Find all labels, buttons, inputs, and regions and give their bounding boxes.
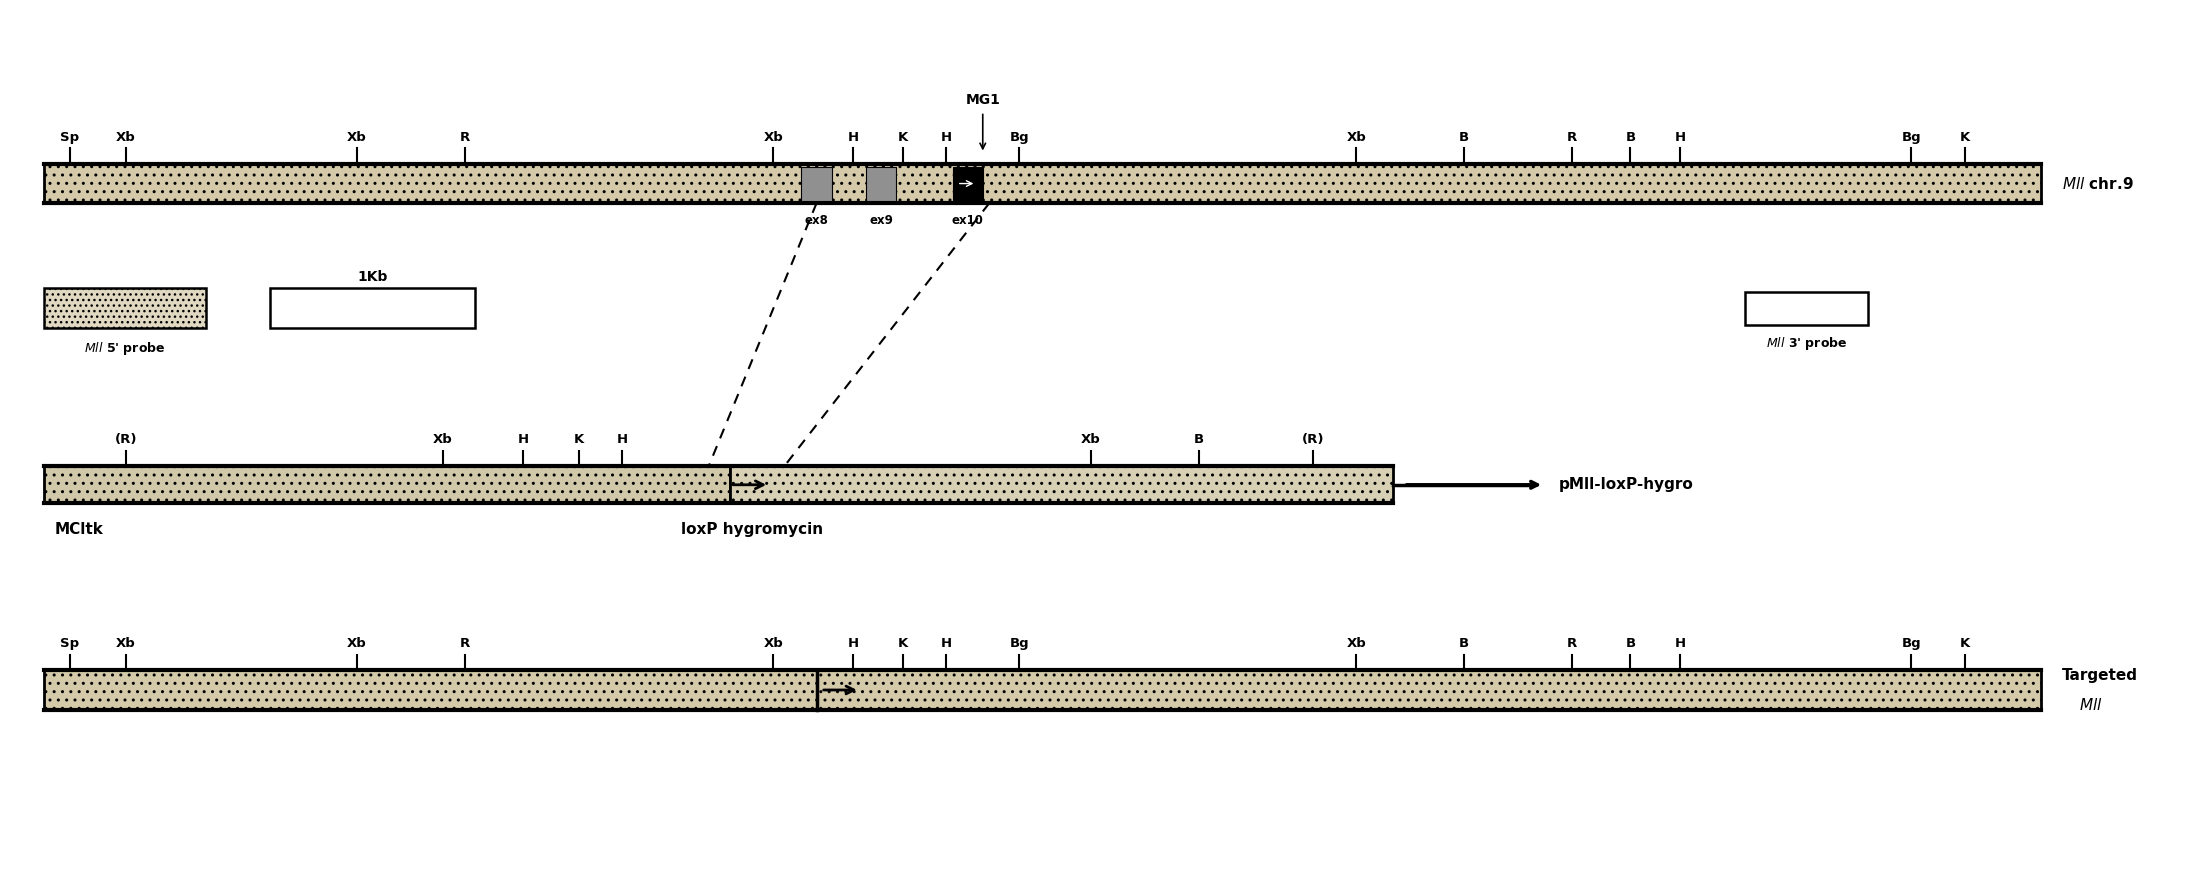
Text: Xb: Xb (764, 131, 784, 143)
Text: ex10: ex10 (952, 214, 983, 226)
Text: Xb: Xb (117, 637, 137, 650)
Text: loxP hygromycin: loxP hygromycin (681, 522, 822, 537)
Text: B: B (1458, 131, 1469, 143)
Text: $\mathit{Mll}$ chr.9: $\mathit{Mll}$ chr.9 (2062, 176, 2135, 192)
Text: (R): (R) (115, 433, 137, 446)
Text: $\mathit{Mll}$ 3' probe: $\mathit{Mll}$ 3' probe (1765, 336, 1846, 353)
Text: H: H (518, 433, 529, 446)
Text: H: H (1674, 131, 1685, 143)
Text: $\mathit{Mll}$: $\mathit{Mll}$ (2080, 697, 2104, 713)
Text: Xb: Xb (346, 131, 366, 143)
Bar (44, 467, 729, 503)
Text: K: K (1961, 131, 1969, 143)
Text: K: K (899, 131, 908, 143)
Text: Xb: Xb (1346, 131, 1366, 143)
Text: H: H (941, 637, 952, 650)
Bar (1745, 292, 1868, 325)
Text: MG1: MG1 (965, 94, 1000, 107)
Bar (866, 167, 897, 200)
Text: Sp: Sp (59, 131, 79, 143)
Text: Xb: Xb (764, 637, 784, 650)
Bar (44, 164, 2040, 203)
Text: ex8: ex8 (804, 214, 828, 226)
Text: Xb: Xb (1082, 433, 1102, 446)
Text: R: R (460, 131, 469, 143)
Text: Sp: Sp (59, 637, 79, 650)
Bar (952, 167, 983, 200)
Text: 1Kb: 1Kb (357, 270, 388, 284)
Bar (729, 467, 1392, 503)
Text: H: H (941, 131, 952, 143)
Text: R: R (1566, 637, 1577, 650)
Text: H: H (848, 131, 859, 143)
Text: ex9: ex9 (870, 214, 892, 226)
Text: Xb: Xb (434, 433, 454, 446)
Text: K: K (1961, 637, 1969, 650)
Text: R: R (460, 637, 469, 650)
Text: pMll-loxP-hygro: pMll-loxP-hygro (1560, 478, 1694, 493)
Text: K: K (575, 433, 584, 446)
Text: Bg: Bg (1901, 131, 1921, 143)
Text: MCltk: MCltk (55, 522, 104, 537)
Text: Targeted: Targeted (2062, 668, 2139, 683)
Text: Bg: Bg (1009, 637, 1029, 650)
Text: $\mathit{Mll}$ 5' probe: $\mathit{Mll}$ 5' probe (84, 339, 165, 356)
Text: (R): (R) (1302, 433, 1324, 446)
Text: Bg: Bg (1009, 131, 1029, 143)
Bar (44, 289, 205, 328)
Text: H: H (848, 637, 859, 650)
Text: Bg: Bg (1901, 637, 1921, 650)
Text: H: H (617, 433, 628, 446)
Text: B: B (1194, 433, 1203, 446)
Bar (271, 289, 476, 328)
Text: K: K (899, 637, 908, 650)
Text: Xb: Xb (346, 637, 366, 650)
Text: R: R (1566, 131, 1577, 143)
Text: H: H (1674, 637, 1685, 650)
Text: B: B (1626, 637, 1635, 650)
Text: Xb: Xb (117, 131, 137, 143)
Text: B: B (1458, 637, 1469, 650)
Bar (44, 670, 2040, 709)
Text: Xb: Xb (1346, 637, 1366, 650)
Text: B: B (1626, 131, 1635, 143)
Bar (802, 167, 831, 200)
